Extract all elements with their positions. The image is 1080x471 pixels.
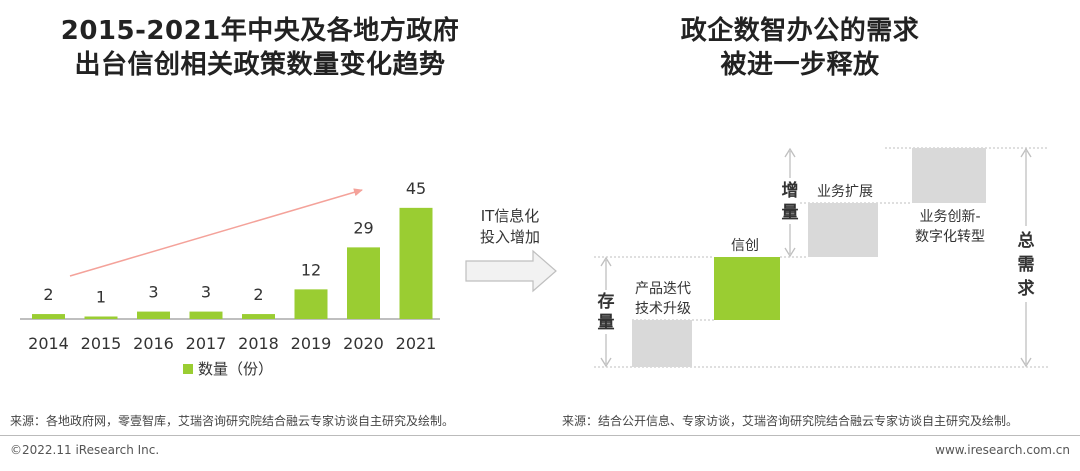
trend-arrow [69,188,363,277]
step-product-iteration [632,320,692,367]
step-label-xinchuang: 信创 [731,238,759,254]
stock-arrow-top-icon [600,256,612,267]
total-label-2: 需 [1018,255,1035,275]
right-title-line-2: 被进一步释放 [720,50,880,80]
increment-arrow-top-icon [784,147,796,158]
right-source-note: 来源：结合公开信息、专家访谈，艾瑞咨询研究院结合融云专家访谈自主研究及绘制。 [562,414,1019,428]
x-tick-2021: 2021 [396,334,437,353]
data-label-2018: 2 [253,285,263,304]
x-tick-2018: 2018 [238,334,279,353]
stock-label-bg [596,290,616,334]
data-label-2021: 45 [406,179,426,198]
copyright-text: ©2022.11 iResearch Inc. [10,443,160,457]
left-title-line-1: 2015-2021年中央及各地方政府 [60,16,460,46]
legend-label: 数量（份） [198,360,273,378]
stock-label-1: 存 [598,291,615,312]
bar-2020 [347,247,380,319]
x-tick-2015: 2015 [81,334,122,353]
bar-2014 [32,314,65,319]
transition-label-line-1: IT信息化 [481,207,540,225]
bar-2017 [189,311,223,319]
data-label-2015: 1 [96,288,106,307]
step-label-business-innovation-1: 业务创新- [919,209,980,225]
increment-label-2: 量 [782,202,799,223]
demand-staircase-diagram: 产品迭代 技术升级 信创 业务扩展 业务创新- 数字化转型 存 量 增 量 总 … [594,147,1048,368]
left-source-note: 来源：各地政府网，零壹智库，艾瑞咨询研究院结合融云专家访谈自主研究及绘制。 [10,414,455,428]
step-label-product-iteration-2: 技术升级 [635,301,691,317]
data-label-2014: 2 [43,285,53,304]
bar-2016 [137,311,170,319]
right-title-line-1: 政企数智办公的需求 [680,16,920,46]
right-diagram-title: 政企数智办公的需求 被进一步释放 [560,14,1040,82]
increment-label-1: 增 [782,180,799,201]
left-title-line-2: 出台信创相关政策数量变化趋势 [74,50,446,80]
data-label-2016: 3 [148,283,158,302]
increment-label-bg [780,178,800,224]
step-label-business-expansion: 业务扩展 [817,184,873,200]
step-label-business-innovation-2: 数字化转型 [915,229,985,245]
step-business-expansion [808,203,878,257]
footer-divider [0,435,1080,436]
total-label-bg [1016,226,1036,302]
x-tick-2020: 2020 [343,334,384,353]
bar-2018 [242,314,275,319]
website-url: www.iresearch.com.cn [935,443,1070,457]
data-label-2020: 29 [353,218,373,237]
step-label-product-iteration-1: 产品迭代 [635,281,691,297]
bar-2019 [294,289,328,319]
x-tick-2017: 2017 [186,334,227,353]
data-label-2017: 3 [201,283,211,302]
left-chart-title: 2015-2021年中央及各地方政府 出台信创相关政策数量变化趋势 [10,14,510,82]
bar-2021 [399,207,433,319]
step-business-innovation [912,148,986,203]
transition-arrow-shape [465,249,557,293]
x-tick-2014: 2014 [28,334,69,353]
total-label-1: 总 [1018,230,1035,251]
total-arrow-bottom-icon [1020,357,1032,368]
policy-count-bar-chart: 2 2014 1 2015 3 2016 3 2017 2 2018 12 2019 29 2020 45 2… [20,179,440,378]
transition-label-line-2: 投入增加 [480,228,540,246]
transition-arrow: IT信息化 投入增加 [465,207,557,293]
bar-2015 [84,316,118,319]
total-arrow-top-icon [1020,147,1032,158]
total-label-3: 求 [1018,278,1035,299]
step-xinchuang [714,257,780,320]
stock-arrow-bottom-icon [600,357,612,368]
x-tick-2016: 2016 [133,334,174,353]
stock-label-2: 量 [598,312,615,333]
legend-swatch [183,364,193,374]
x-tick-2019: 2019 [291,334,332,353]
data-label-2019: 12 [301,260,321,279]
increment-arrow-bottom-icon [784,247,796,258]
